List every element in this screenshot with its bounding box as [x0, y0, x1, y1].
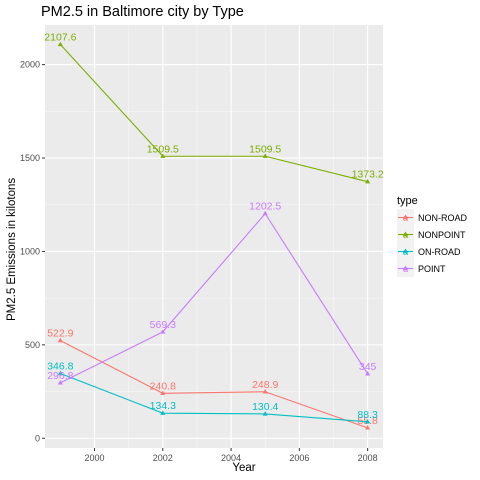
x-tick-label: 2006	[289, 453, 309, 463]
svg-text:a: a	[403, 247, 408, 257]
data-label: 88.3	[357, 409, 378, 421]
series-line	[60, 372, 368, 423]
y-tick-label: 500	[25, 340, 40, 350]
series-point: 296.8 569.3 1202.5 345	[47, 201, 377, 385]
y-axis-label: PM2.5 Emissions in kilotons	[6, 177, 18, 321]
data-point	[262, 388, 268, 394]
data-label: 1509.5	[147, 143, 179, 155]
data-point	[365, 418, 371, 424]
data-point	[57, 370, 63, 376]
series-line	[59, 44, 368, 183]
x-axis-label: Year	[232, 462, 256, 474]
data-point	[160, 410, 166, 415]
data-label: 130.4	[252, 401, 278, 413]
data-label: 346.8	[47, 360, 73, 372]
data-label: 522.9	[47, 328, 73, 340]
y-tick-label: 2000	[20, 60, 40, 70]
data-label: 1373.2	[352, 169, 384, 181]
series-line	[60, 340, 368, 429]
legend-label: NON-ROAD	[418, 212, 467, 223]
data-label: 569.3	[150, 319, 176, 331]
legend-item-non-road: a NON-ROAD	[397, 209, 467, 226]
legend-label: ON-ROAD	[418, 246, 461, 257]
data-label: 345	[359, 361, 377, 373]
legend-key-icon: a	[398, 230, 413, 240]
chart-title: PM2.5 in Baltimore city by Type	[41, 4, 244, 20]
legend-items: a NON-ROAD a NONPOINT a ON-ROAD a POINT	[397, 209, 467, 277]
legend-item-nonpoint: a NONPOINT	[397, 226, 467, 243]
data-point	[365, 371, 371, 376]
x-tick-label: 2000	[84, 453, 104, 463]
data-label: 296.8	[47, 370, 73, 382]
legend-key: a	[397, 226, 414, 243]
data-point	[365, 425, 371, 430]
svg-text:a: a	[403, 213, 408, 223]
legend-title: type	[397, 195, 418, 207]
y-tick-label: 1000	[20, 246, 40, 256]
legend-key-icon: a	[398, 213, 413, 223]
y-tick-label: 1500	[20, 153, 40, 163]
legend-item-on-road: a ON-ROAD	[397, 243, 467, 260]
data-point	[57, 380, 63, 385]
data-label: 1509.5	[249, 143, 281, 155]
x-tick-label: 2004	[221, 453, 241, 463]
x-tick-label: 2002	[153, 453, 173, 463]
data-point	[262, 210, 268, 216]
series-nonpoint: 2107.6 1509.5 1509.5 1373.2	[44, 32, 384, 184]
data-label: 134.3	[150, 400, 176, 412]
legend-key: a	[397, 209, 414, 226]
svg-text:a: a	[403, 264, 408, 274]
panel-background	[45, 25, 383, 448]
data-point	[365, 178, 371, 184]
series-line	[60, 212, 369, 384]
data-point	[262, 411, 268, 416]
data-label: 2107.6	[44, 32, 76, 44]
y-tick-label: 0	[35, 433, 40, 443]
data-point	[160, 153, 166, 158]
data-point	[262, 153, 268, 158]
data-label: 1202.5	[249, 201, 281, 213]
data-label: 248.9	[252, 379, 278, 391]
data-point	[160, 329, 166, 334]
legend-key-icon: a	[398, 247, 413, 257]
data-point	[57, 41, 63, 47]
legend-label: POINT	[418, 263, 446, 274]
svg-text:a: a	[403, 230, 408, 240]
legend-key: a	[397, 260, 414, 277]
legend-key: a	[397, 243, 414, 260]
x-tick-label: 2008	[358, 453, 378, 463]
series-on-road: 346.8 134.3 130.4 88.3	[47, 360, 378, 424]
legend-label: NONPOINT	[418, 229, 466, 240]
data-point	[57, 337, 63, 343]
legend-key-icon: a	[398, 264, 413, 274]
legend-item-point: a POINT	[397, 260, 467, 277]
data-label: 240.8	[150, 380, 176, 392]
legend: type a NON-ROAD a NONPOINT a ON-ROAD a P…	[397, 195, 467, 277]
data-point	[160, 390, 166, 395]
